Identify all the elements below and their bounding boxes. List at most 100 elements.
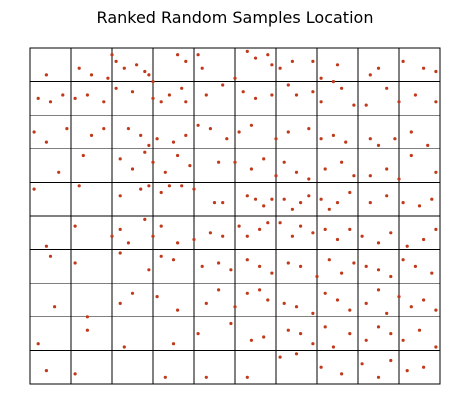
data-point [311,231,315,235]
data-point [237,224,241,228]
data-point [245,291,249,295]
data-point [413,93,417,97]
data-point [286,83,290,87]
data-point [413,264,417,268]
data-point [102,127,106,131]
data-point [155,137,159,141]
data-point [180,184,184,188]
data-point [434,308,438,312]
data-point [286,328,290,332]
data-point [286,261,290,265]
data-point [319,76,323,80]
data-point [270,197,274,201]
data-point [143,150,147,154]
data-point [253,56,258,60]
data-point [376,288,381,292]
data-point [376,375,381,379]
data-point [192,187,196,191]
data-point [294,170,299,174]
data-point [422,237,426,242]
data-point [167,184,171,188]
data-point [44,244,49,248]
data-point [233,305,237,309]
data-point [204,93,208,97]
data-point [348,227,352,231]
data-point [225,137,229,141]
data-point [307,177,311,181]
data-point [118,227,122,231]
data-point [266,298,270,302]
sample-points [32,49,438,379]
data-point [89,73,94,77]
data-point [163,375,167,379]
data-point [192,237,196,242]
data-point [409,130,413,134]
plot-frame [29,47,441,385]
data-point [176,53,180,57]
data-point [48,254,53,258]
data-point [323,167,327,171]
data-point [245,375,249,379]
data-point [204,375,208,379]
data-point [434,69,438,74]
data-point [323,325,327,329]
data-point [139,133,143,137]
data-point [385,167,389,171]
data-point [368,137,372,141]
data-point [278,66,282,70]
data-point [126,241,130,245]
data-point [340,372,344,376]
data-point [221,83,225,87]
data-point [85,93,89,97]
data-point [299,264,303,268]
data-point [434,100,438,104]
data-point [122,345,126,349]
data-point [163,170,167,174]
data-point [184,59,188,64]
data-point [389,274,393,279]
data-point [376,241,381,245]
data-point [262,335,266,339]
data-point [340,86,344,90]
data-point [376,66,381,70]
data-point [44,73,49,77]
data-point [208,127,212,131]
data-point [102,100,106,104]
data-point [114,59,118,64]
data-point [151,80,155,84]
data-point [159,100,163,104]
data-point [335,237,340,242]
data-point [196,123,200,127]
data-point [430,271,434,275]
data-point [184,133,188,137]
data-point [307,127,311,131]
data-point [426,143,430,147]
data-point [282,197,286,201]
data-point [299,332,303,336]
data-point [57,170,61,174]
data-point [233,160,237,164]
data-point [331,80,335,84]
data-point [143,69,147,74]
data-point [241,90,245,94]
data-point [147,143,151,147]
data-point [323,291,327,295]
data-point [221,201,225,205]
data-point [376,143,381,147]
data-point [77,184,81,188]
data-point [176,153,180,158]
data-point [77,66,81,70]
data-point [364,103,368,107]
data-point [311,311,315,315]
data-point [36,96,40,100]
data-point [229,268,233,272]
data-point [106,76,110,80]
data-point [151,96,155,100]
data-point [290,59,294,64]
data-point [212,201,217,205]
data-point [385,86,389,90]
data-point [270,63,274,67]
data-point [221,234,225,238]
data-point [327,258,331,262]
data-point [278,221,282,225]
